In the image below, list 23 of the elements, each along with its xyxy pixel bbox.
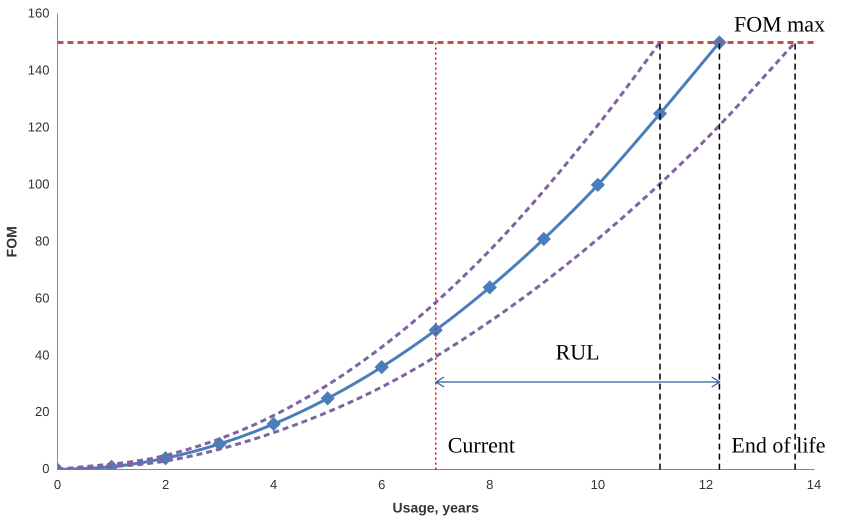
y-tick-label: 20 [35,404,50,420]
y-tick-label: 140 [28,62,50,78]
x-tick-label: 14 [806,476,822,492]
x-tick-label: 10 [590,476,606,492]
y-axis-title: FOM [3,226,20,258]
ref-line-label: FOM max [734,11,826,36]
x-tick-label: 6 [378,476,386,492]
y-tick-label: 100 [28,176,50,192]
x-tick-label: 4 [270,476,278,492]
ref-line-label: Current [448,432,515,458]
x-tick-label: 12 [698,476,714,492]
x-tick-label: 8 [486,476,494,492]
ref-line-label: End of life [731,432,826,458]
y-tick-label: 120 [28,119,50,134]
y-tick-label: 80 [35,233,50,248]
x-tick-label: 0 [54,476,62,492]
x-axis-title: Usage, years [392,499,480,516]
y-tick-label: 60 [35,290,50,306]
y-tick-label: 160 [28,6,50,21]
x-tick-label: 2 [162,476,170,492]
y-tick-label: 0 [42,461,50,476]
annotation: RUL [556,339,600,364]
y-tick-label: 40 [35,347,50,362]
